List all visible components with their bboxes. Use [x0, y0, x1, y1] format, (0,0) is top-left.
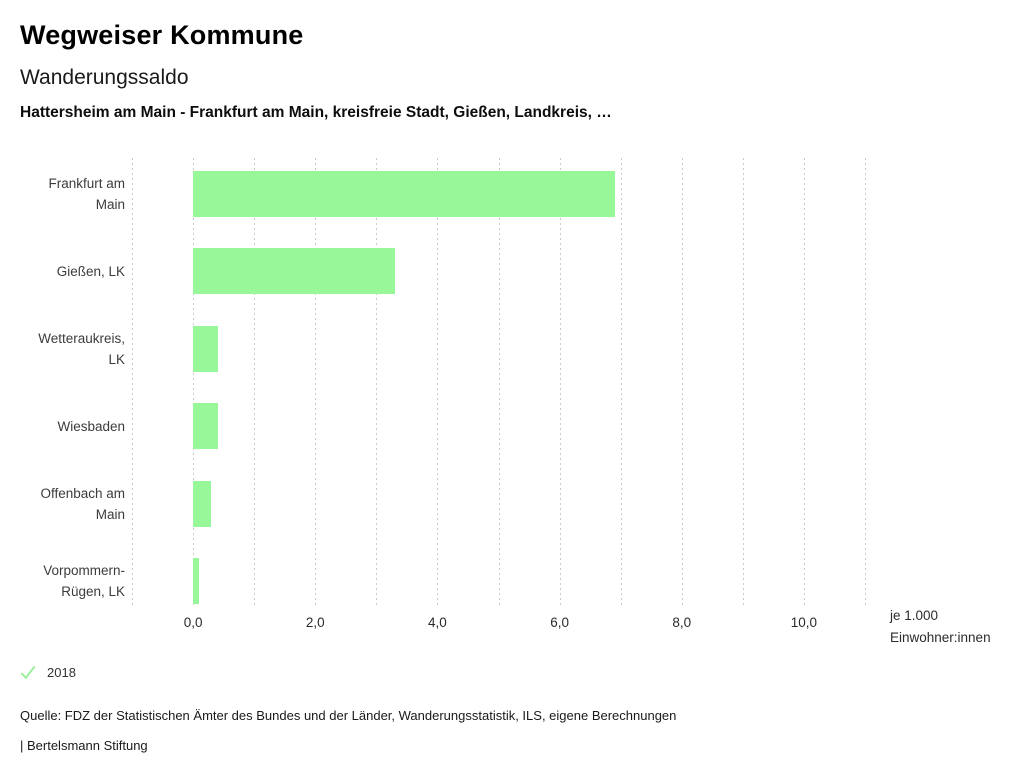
gridline	[193, 158, 195, 608]
gridline	[132, 158, 133, 608]
gridline	[498, 158, 500, 608]
bar-wetteraukreis-lk	[193, 325, 218, 372]
chart-row	[132, 388, 865, 466]
x-tick-label: 0,0	[183, 615, 203, 630]
category-label-wetteraukreis-lk: Wetteraukreis, LK	[38, 330, 125, 367]
legend: 2018	[19, 664, 76, 680]
page-title: Wegweiser Kommune	[20, 20, 304, 50]
x-tick-label: 6,0	[550, 615, 569, 630]
x-tick-label: 4,0	[428, 615, 447, 630]
category-label-offenbach-am-main: Offenbach am Main	[40, 485, 125, 522]
category-label-gießen-lk: Gießen, LK	[56, 263, 125, 279]
bar-gießen-lk	[193, 248, 395, 295]
y-axis-category-labels: Frankfurt am Main Gießen, LK Wetteraukreis,…	[0, 155, 125, 620]
category-label-frankfurt-am-main: Frankfurt am Main	[48, 175, 125, 212]
legend-year-label: 2018	[47, 664, 76, 680]
x-axis-tick-labels: 0,0 2,0 4,0 6,0 8,0 10,0	[132, 615, 865, 635]
category-label-wiesbaden: Wiesbaden	[57, 418, 125, 434]
gridline	[315, 158, 317, 608]
x-tick-label: 8,0	[672, 615, 692, 630]
category-label-vorpommern-rügen-lk: Vorpommern- Rügen, LK	[43, 563, 125, 600]
gridline	[620, 158, 622, 608]
check-icon	[20, 665, 36, 680]
gridline	[559, 158, 561, 608]
bar-offenbach-am-main	[193, 480, 212, 527]
chart-row	[132, 543, 865, 621]
bar-frankfurt-am-main	[193, 170, 615, 217]
chart-row	[132, 155, 865, 233]
gridline	[376, 158, 378, 608]
unit-line-1: je 1.000	[890, 608, 939, 623]
plot-area	[132, 155, 866, 621]
gridline	[254, 158, 256, 608]
source-text: Quelle: FDZ der Statistischen Ämter des …	[20, 708, 677, 723]
gridline	[803, 158, 805, 608]
gridline	[742, 158, 744, 608]
chart-row	[132, 465, 865, 543]
x-tick-label: 10,0	[790, 615, 818, 630]
bar-vorpommern-rügen-lk	[193, 558, 200, 605]
bar-wiesbaden	[193, 403, 218, 450]
chart-row	[132, 233, 865, 311]
x-tick-label: 2,0	[305, 615, 325, 630]
gridline	[681, 158, 683, 608]
x-axis-unit-label: je 1.000 Einwohner:innen	[890, 605, 991, 648]
chart-title: Wanderungssaldo	[20, 66, 189, 89]
chart-row	[132, 310, 865, 388]
chart-context-line: Hattersheim am Main - Frankfurt am Main,…	[20, 104, 612, 121]
unit-line-2: Einwohner:innen	[890, 629, 991, 645]
gridline	[865, 158, 866, 608]
attribution-text: | Bertelsmann Stiftung	[20, 738, 148, 753]
gridline	[437, 158, 439, 608]
